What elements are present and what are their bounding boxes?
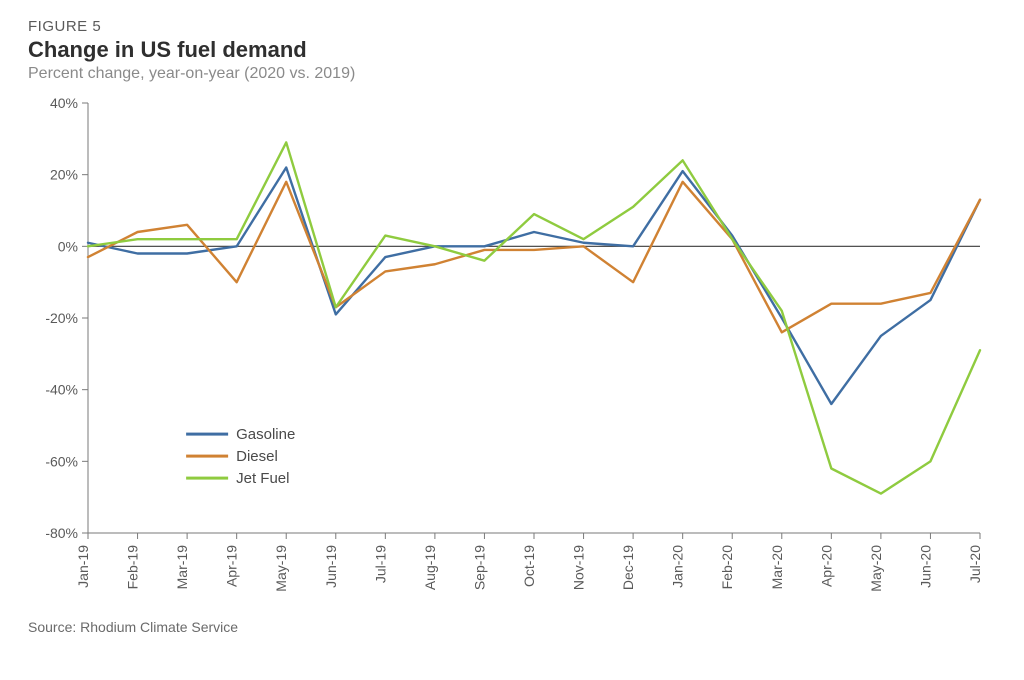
x-tick-label: Feb-20: [719, 545, 735, 590]
x-tick-label: Nov-19: [571, 545, 587, 590]
x-tick-label: Jul-19: [372, 545, 388, 583]
x-tick-label: Jun-20: [917, 545, 933, 588]
chart-area: -80% -60% -40% -20% 0% 20% 40% Jan-19 Feb-19 Mar-…: [28, 93, 996, 613]
x-tick-label: Jan-20: [670, 545, 686, 588]
y-tick-label: -80%: [45, 525, 78, 541]
x-tick-label: Dec-19: [620, 545, 636, 590]
x-tick-label: Aug-19: [422, 545, 438, 590]
x-tick-label: Mar-20: [769, 545, 785, 590]
y-tick-label: 40%: [50, 95, 78, 111]
x-tick-label: Apr-20: [818, 545, 834, 587]
x-tick-label: May-20: [868, 545, 884, 592]
chart-subtitle: Percent change, year-on-year (2020 vs. 2…: [28, 65, 996, 83]
x-tick-label: Apr-19: [224, 545, 240, 587]
x-tick-label: Jun-19: [323, 545, 339, 588]
x-tick-label: Jan-19: [75, 545, 91, 588]
y-tick-label: 20%: [50, 167, 78, 183]
y-tick-label: -60%: [45, 453, 78, 469]
series-line-gasoline: [88, 168, 980, 405]
legend: Gasoline Diesel Jet Fuel: [186, 426, 295, 487]
x-tick-label: Jul-20: [967, 545, 983, 583]
legend-label: Gasoline: [236, 426, 295, 443]
source-text: Source: Rhodium Climate Service: [28, 619, 996, 635]
x-tick-label: Feb-19: [125, 545, 141, 590]
figure-label: FIGURE 5: [28, 18, 996, 35]
y-tick-label: -20%: [45, 310, 78, 326]
figure-container: FIGURE 5 Change in US fuel demand Percen…: [0, 0, 1024, 680]
line-chart: -80% -60% -40% -20% 0% 20% 40% Jan-19 Feb-19 Mar-…: [28, 93, 996, 613]
x-tick-label: Sep-19: [471, 545, 487, 590]
x-tick-label: Oct-19: [521, 545, 537, 587]
x-tick-label: Mar-19: [174, 545, 190, 590]
x-tick-label: May-19: [273, 545, 289, 592]
y-tick-label: -40%: [45, 382, 78, 398]
y-tick-label: 0%: [58, 238, 78, 254]
series-line-jet-fuel: [88, 142, 980, 493]
legend-label: Diesel: [236, 448, 278, 465]
chart-title: Change in US fuel demand: [28, 37, 996, 63]
series-line-diesel: [88, 182, 980, 333]
legend-label: Jet Fuel: [236, 470, 289, 487]
